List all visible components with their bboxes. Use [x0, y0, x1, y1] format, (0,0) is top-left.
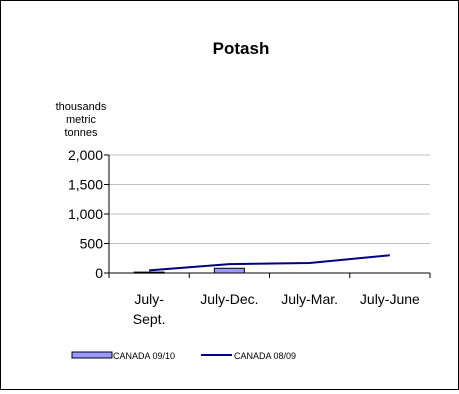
legend-label: CANADA 09/10 [113, 351, 175, 361]
y-axis-label-line: metric [66, 114, 96, 126]
y-tick-label: 0 [95, 265, 103, 281]
x-tick-label: July-June [360, 291, 420, 307]
legend-swatch-bar [71, 351, 113, 359]
chart-title: Potash [213, 39, 270, 58]
bar [213, 267, 245, 274]
gridlines [109, 154, 430, 244]
legend: CANADA 09/10 CANADA 08/09 [71, 351, 296, 361]
y-axis-label-line: tonnes [64, 127, 98, 139]
x-tick-label: July- [134, 291, 164, 307]
line-series [149, 254, 390, 272]
x-tick-label: July-Dec. [200, 291, 258, 307]
legend-label: CANADA 08/09 [234, 351, 296, 361]
y-axis-label-line: thousands [56, 101, 107, 113]
x-tick-label: Sept. [133, 311, 166, 327]
y-tick-labels: 0 500 1,000 1,500 2,000 [68, 147, 103, 281]
x-tick-label: July-Mar. [281, 291, 338, 307]
y-tick-label: 2,000 [68, 147, 103, 163]
x-tick-labels: July- Sept. July-Dec. July-Mar. July-June [133, 291, 420, 327]
y-tick-label: 1,500 [68, 177, 103, 193]
y-tick-label: 500 [80, 236, 104, 252]
axes [104, 154, 431, 278]
y-tick-label: 1,000 [68, 206, 103, 222]
